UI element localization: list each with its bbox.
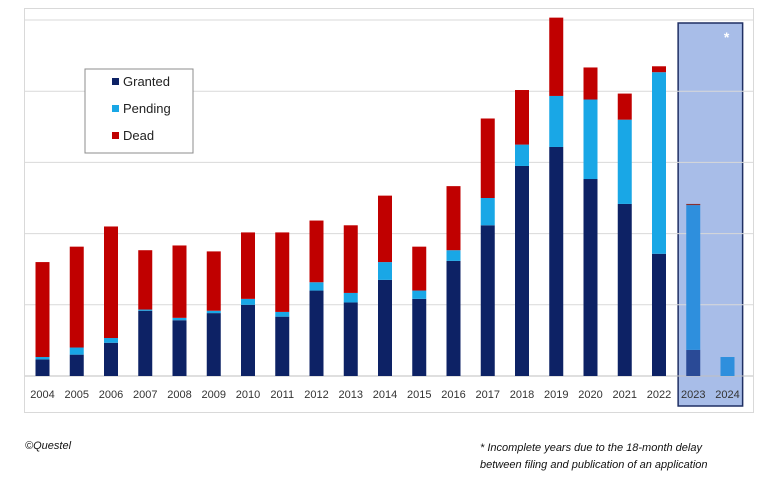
bar-dead-2021 [617,93,632,120]
legend-swatch-dead [112,132,119,139]
x-tick-label-2015: 2015 [407,389,431,401]
bar-granted-2023 [686,349,701,376]
x-tick-label-2024: 2024 [715,389,739,401]
bar-dead-2018 [515,90,529,145]
bar-granted-2012 [309,290,324,376]
x-tick-label-2023: 2023 [681,389,705,401]
bar-granted-2005 [69,354,84,376]
legend-label-pending: Pending [123,101,171,116]
asterisk-marker: * [724,29,730,45]
bar-pending-2011 [275,311,290,317]
bar-granted-2011 [275,316,290,376]
x-tick-label-2018: 2018 [510,389,534,401]
bar-dead-2009 [206,251,221,311]
bar-pending-2016 [446,250,461,261]
bar-pending-2019 [549,95,564,147]
bar-granted-2020 [583,179,598,376]
bar-dead-2014 [378,195,392,263]
bar-pending-2017 [480,198,495,226]
bar-dead-2023 [686,203,701,206]
legend-label-granted: Granted [123,74,170,89]
bar-pending-2008 [172,317,187,321]
bar-granted-2010 [241,304,255,376]
bar-granted-2022 [652,253,666,376]
copyright-text: ©Questel [25,440,72,452]
bar-dead-2012 [309,220,324,283]
bar-granted-2018 [515,165,529,376]
bar-dead-2007 [138,250,153,310]
footnote: * Incomplete years due to the 18-month d… [480,440,750,474]
bar-dead-2015 [412,246,427,291]
bar-dead-2016 [446,186,461,251]
bar-pending-2021 [617,119,632,204]
legend-swatch-granted [112,78,119,85]
bar-granted-2007 [138,310,153,376]
legend-swatch-pending [112,105,119,112]
bar-granted-2017 [480,225,495,376]
footnote-line-2: between filing and publication of an app… [480,459,708,471]
x-tick-label-2011: 2011 [270,389,294,401]
x-tick-label-2017: 2017 [476,389,500,401]
bar-dead-2020 [583,67,598,100]
x-tick-label-2021: 2021 [613,389,637,401]
bar-granted-2013 [343,302,358,376]
bar-granted-2015 [412,298,427,376]
bar-dead-2019 [549,17,564,96]
bar-pending-2007 [138,309,153,311]
bar-pending-2020 [583,99,598,180]
bar-pending-2015 [412,290,427,299]
bar-granted-2014 [378,279,392,376]
bar-dead-2005 [69,246,84,348]
x-tick-label-2006: 2006 [99,389,123,401]
bar-granted-2016 [446,260,461,376]
bar-granted-2009 [206,313,221,376]
bar-pending-2012 [309,282,324,291]
bar-pending-2010 [241,298,255,305]
x-tick-label-2019: 2019 [544,389,568,401]
x-tick-label-2008: 2008 [167,389,191,401]
x-tick-label-2009: 2009 [202,389,226,401]
x-tick-label-2020: 2020 [578,389,602,401]
bar-pending-2022 [652,72,666,254]
bar-pending-2009 [206,310,221,314]
bar-pending-2006 [104,338,118,343]
x-tick-label-2013: 2013 [339,389,363,401]
bar-pending-2013 [343,292,358,303]
bar-granted-2004 [35,359,50,376]
bar-pending-2014 [378,262,392,280]
footnote-line-1: * Incomplete years due to the 18-month d… [480,442,702,454]
bar-pending-2004 [35,357,50,360]
bar-pending-2005 [69,347,84,355]
bar-dead-2006 [104,226,118,339]
bar-dead-2013 [343,225,358,293]
bar-granted-2008 [172,320,187,376]
bar-dead-2004 [35,262,50,358]
bar-dead-2011 [275,232,290,312]
x-tick-label-2004: 2004 [30,389,54,401]
bar-granted-2019 [549,146,564,376]
bar-granted-2006 [104,342,118,376]
bar-granted-2021 [617,203,632,376]
legend-label-dead: Dead [123,128,154,143]
x-tick-label-2012: 2012 [304,389,328,401]
bar-dead-2022 [652,66,666,73]
bar-pending-2023 [686,205,701,350]
x-tick-label-2022: 2022 [647,389,671,401]
x-tick-label-2005: 2005 [65,389,89,401]
x-tick-label-2016: 2016 [441,389,465,401]
bar-dead-2008 [172,245,187,318]
bar-pending-2024 [720,357,735,376]
legend [84,68,194,154]
bar-dead-2010 [241,232,255,299]
bar-pending-2018 [515,144,529,166]
bar-dead-2017 [480,118,495,198]
x-tick-label-2007: 2007 [133,389,157,401]
stacked-bar-chart: * 2004 2005 2006 2007 2008 2009 2010 2011 2012 201… [25,17,753,407]
x-tick-label-2010: 2010 [236,389,260,401]
x-tick-label-2014: 2014 [373,389,397,401]
